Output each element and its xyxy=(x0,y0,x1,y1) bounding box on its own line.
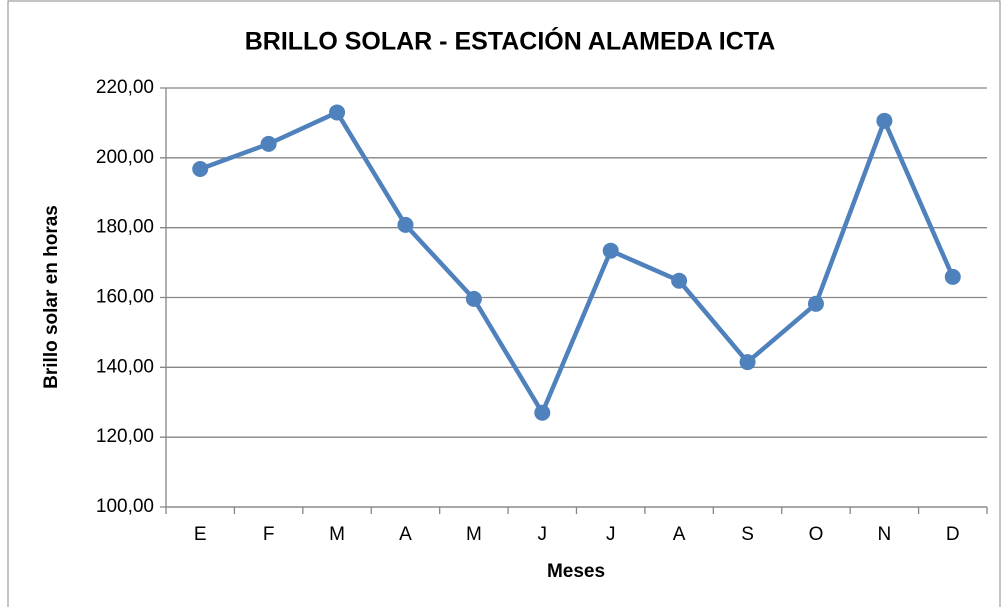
x-tick-label: A xyxy=(673,524,686,545)
data-point xyxy=(739,354,756,371)
y-tick-label: 200,00 xyxy=(96,147,154,168)
y-tick-label: 220,00 xyxy=(96,77,154,98)
data-point xyxy=(807,295,824,312)
x-tick-label: A xyxy=(399,524,412,545)
x-tick-label: J xyxy=(538,524,548,545)
x-tick-label: S xyxy=(741,524,754,545)
y-tick-label: 180,00 xyxy=(96,217,154,238)
x-tick-label: M xyxy=(466,524,482,545)
x-tick-label: E xyxy=(194,524,207,545)
x-tick-label: D xyxy=(946,524,960,545)
data-point xyxy=(534,404,551,421)
data-point xyxy=(671,272,688,289)
y-axis-title: Brillo solar en horas xyxy=(41,205,62,389)
chart-frame xyxy=(7,0,1001,607)
y-tick-label: 160,00 xyxy=(96,287,154,308)
data-point xyxy=(602,242,619,259)
x-tick-label: M xyxy=(329,524,345,545)
data-point xyxy=(192,161,209,178)
series-line xyxy=(199,110,955,415)
x-axis-title: Meses xyxy=(547,561,605,582)
x-tick-label: J xyxy=(606,524,616,545)
data-point xyxy=(944,268,961,285)
data-point xyxy=(397,216,414,233)
data-point xyxy=(876,112,893,129)
data-point xyxy=(260,135,277,152)
y-tick-label: 120,00 xyxy=(96,426,154,447)
x-tick-label: O xyxy=(809,524,824,545)
data-point xyxy=(329,104,346,121)
y-tick-label: 140,00 xyxy=(96,356,154,377)
x-tick-label: F xyxy=(263,524,275,545)
y-tick-label: 100,00 xyxy=(96,496,154,517)
chart-title: BRILLO SOLAR - ESTACIÓN ALAMEDA ICTA xyxy=(245,26,776,56)
x-tick-label: N xyxy=(878,524,892,545)
data-point xyxy=(465,290,482,307)
